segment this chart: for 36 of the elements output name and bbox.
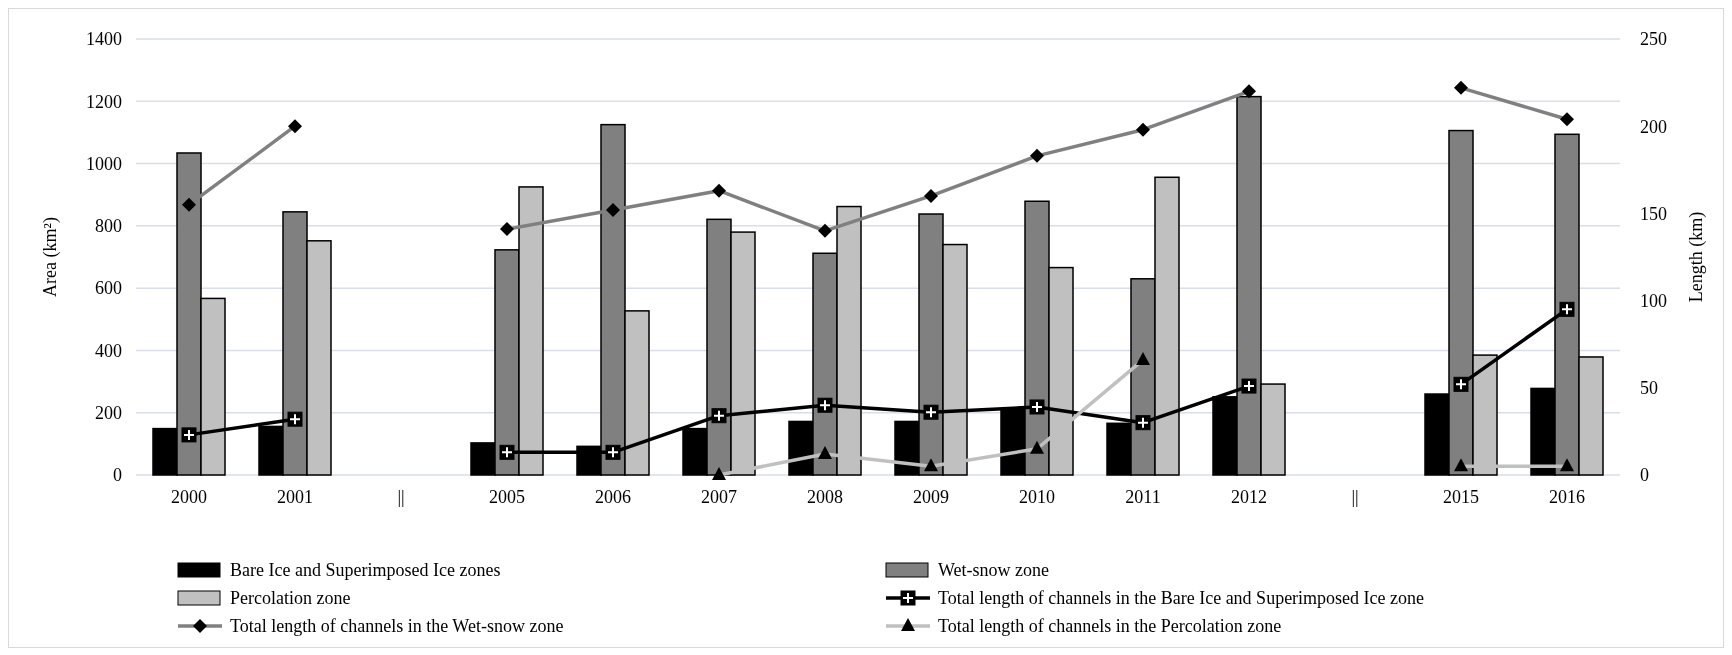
x-tick-label: 2006	[595, 487, 631, 507]
x-tick-label: 2009	[913, 487, 949, 507]
x-tick-label: ||	[397, 487, 405, 507]
x-tick-label: 2011	[1125, 487, 1161, 507]
legend-label: Percolation zone	[230, 588, 351, 609]
y-tick-label: 0	[113, 465, 122, 486]
legend-label: Total length of channels in the Wet-snow zone	[230, 616, 564, 637]
x-tick-label: 2015	[1443, 487, 1479, 507]
y2-tick-label: 50	[1640, 378, 1658, 399]
y-tick-label: 600	[95, 278, 122, 299]
y-tick-label: 1000	[86, 153, 122, 174]
legend-label: Wet-snow zone	[938, 560, 1050, 581]
legend-label: Total length of channels in the Bare Ice and Superimposed Ice zone	[938, 588, 1425, 609]
x-tick-label: 2016	[1549, 487, 1585, 507]
y2-axis-title: Length (km)	[1686, 211, 1707, 303]
legend-label: Total length of channels in the Percolation zone	[938, 616, 1282, 637]
x-tick-label: 2008	[807, 487, 843, 507]
y-tick-label: 1200	[86, 91, 122, 112]
x-tick-label: ||	[1351, 487, 1359, 507]
legend-label: Bare Ice and Superimposed Ice zones	[230, 560, 501, 581]
x-tick-label: 2010	[1019, 487, 1055, 507]
y2-tick-label: 150	[1640, 203, 1667, 224]
y-tick-label: 1400	[86, 29, 122, 50]
x-tick-label: 2000	[171, 487, 207, 507]
y2-tick-label: 100	[1640, 290, 1667, 311]
y2-tick-label: 250	[1640, 29, 1667, 50]
x-tick-label: 2001	[277, 487, 313, 507]
y2-tick-label: 200	[1640, 116, 1667, 137]
y-axis-title: Area (km²)	[40, 217, 61, 297]
y-tick-label: 400	[95, 340, 122, 361]
y2-tick-label: 0	[1640, 465, 1649, 486]
y-tick-label: 200	[95, 403, 122, 424]
x-tick-label: 2012	[1231, 487, 1267, 507]
x-tick-label: 2007	[701, 487, 737, 507]
x-tick-label: 2005	[489, 487, 525, 507]
y-tick-label: 800	[95, 216, 122, 237]
